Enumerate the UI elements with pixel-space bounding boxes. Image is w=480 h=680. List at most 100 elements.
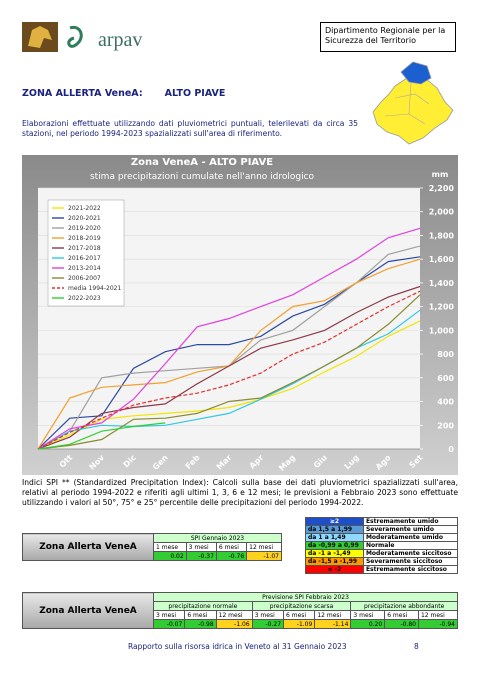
spi-note: Indici SPI ** (Standardized Precipitatio…: [22, 478, 458, 507]
legend-label: Severamente siccitoso: [362, 557, 459, 566]
legend-box: [47, 199, 125, 307]
series-line: [37, 422, 166, 450]
zone-heading: ZONA ALLERTA VeneA: ALTO PIAVE: [22, 88, 247, 99]
spi-value: -0.07: [152, 619, 186, 629]
chart: Zona VeneA - ALTO PIAVE stima precipitaz…: [22, 155, 458, 475]
intro: Elaborazioni effettuate utilizzando dati…: [22, 119, 358, 138]
legend-range: ≥2: [305, 517, 364, 526]
zone-label: ZONA ALLERTA VeneA:: [22, 88, 143, 99]
legend-label: media 1994-2021: [68, 285, 121, 292]
spi-value: -1.06: [215, 619, 253, 629]
logo-lion: [28, 26, 52, 48]
zone-cell: Zona Allerta VeneA: [22, 592, 154, 629]
col-header: 1 mese: [153, 542, 187, 552]
series-line: [37, 320, 421, 450]
spi-value: -0.37: [185, 551, 217, 561]
y-tick-label: 2,000: [429, 208, 455, 217]
group-name: precipitazione abbondante: [350, 601, 458, 611]
series-line: [37, 290, 421, 450]
legend-range: ≤ -2: [305, 565, 364, 574]
legend-range: da -1 a -1,49: [305, 549, 364, 558]
chart-subtitle: stima precipitazioni cumulate nell'anno …: [90, 172, 315, 182]
legend-label: 2020-2021: [68, 215, 101, 222]
y-tick-label: 800: [437, 350, 454, 359]
y-tick-label: 400: [437, 398, 454, 407]
spi-value: 0.02: [153, 551, 187, 561]
y-tick-label: 2,200: [429, 184, 455, 193]
legend-range: da -0,99 a 0,99: [305, 541, 364, 550]
spi-value: -0.94: [417, 619, 459, 629]
series-line: [37, 227, 421, 450]
legend-label: 2006-2007: [68, 275, 101, 282]
legend-range: da 1,5 a 1,99: [305, 525, 364, 534]
col-header: 6 mesi: [184, 610, 217, 620]
series-line: [37, 294, 421, 450]
spi-legend: ≥2 Estremamente umido da 1,5 a 1,99 Severa…: [305, 517, 459, 574]
y-tick-label: 200: [437, 421, 454, 430]
group-name: precipitazione normale: [153, 601, 253, 611]
table-title: SPI Gennaio 2023: [153, 533, 282, 543]
legend-label: Severamente umido: [362, 525, 459, 534]
legend-range: da -1,5 a -1,99: [305, 557, 364, 566]
group-name: precipitazione scarsa: [251, 601, 352, 611]
legend-label: Moderatamente umido: [362, 533, 459, 542]
spi-value: -0.98: [184, 619, 217, 629]
spi-table: Zona Allerta VeneA SPI Gennaio 2023 1 me…: [22, 533, 282, 561]
spi-value: 0.20: [350, 619, 386, 629]
legend-label: 2022-2023: [68, 295, 101, 302]
col-header: 12 mesi: [246, 542, 282, 552]
map-borders: [384, 81, 430, 125]
col-header: 3 mesi: [350, 610, 386, 620]
col-header: 3 mesi: [152, 610, 186, 620]
legend-label: 2016-2017: [68, 255, 101, 262]
legend-label: Moderatamente siccitoso: [362, 549, 459, 558]
zone-name: ALTO PIAVE: [164, 88, 226, 99]
col-header: 12 mesi: [314, 610, 352, 620]
y-tick-label: 1,800: [429, 231, 455, 240]
chart-title: Zona VeneA - ALTO PIAVE: [131, 157, 273, 168]
y-tick-label: 1,600: [429, 255, 455, 264]
map-region: [372, 75, 454, 145]
col-header: 6 mesi: [384, 610, 419, 620]
col-header: 3 mesi: [251, 610, 285, 620]
col-header: 12 mesi: [417, 610, 459, 620]
col-header: 6 mesi: [215, 542, 248, 552]
department: Dipartimento Regionale per la Sicurezza …: [320, 22, 456, 52]
logo: arpav: [22, 22, 142, 52]
map-zone: [400, 61, 432, 85]
col-header: 12 mesi: [215, 610, 253, 620]
col-header: 3 mesi: [185, 542, 217, 552]
y-tick-label: 600: [437, 374, 454, 383]
legend-label: 2021-2022: [68, 205, 101, 212]
spi-value: -1.14: [314, 619, 352, 629]
legend-label: Estremamente umido: [362, 517, 459, 526]
spi-value: -1.07: [246, 551, 282, 561]
legend-label: 2019-2020: [68, 225, 101, 232]
y-tick-label: 0: [448, 445, 454, 454]
col-header: 6 mesi: [283, 610, 316, 620]
table-title: Previsione SPI Febbraio 2023: [153, 592, 458, 602]
y-tick-label: 1,000: [429, 326, 455, 335]
spi-value: -0.27: [251, 619, 285, 629]
region-map: [372, 61, 454, 145]
y-tick-label: 1,200: [429, 303, 455, 312]
page-number: 8: [414, 642, 419, 651]
series-line: [37, 285, 421, 450]
legend-label: Estremamente siccitoso: [362, 565, 459, 574]
legend-label: 2013-2014: [68, 265, 101, 272]
spi-value: -0.80: [384, 619, 419, 629]
y-unit: mm: [432, 170, 449, 179]
legend-label: Normale: [362, 541, 459, 550]
logo-text: arpav: [98, 29, 142, 51]
footer-text: Rapporto sulla risorsa idrica in Veneto …: [128, 642, 347, 651]
spi-value: -0.76: [215, 551, 248, 561]
legend-range: da 1 a 1,49: [305, 533, 364, 542]
legend-label: 2017-2018: [68, 245, 101, 252]
logo-swirl: [67, 25, 83, 48]
spi-value: -1.09: [283, 619, 316, 629]
zone-cell: Zona Allerta VeneA: [22, 533, 154, 561]
y-tick-label: 1,400: [429, 279, 455, 288]
legend-label: 2018-2019: [68, 235, 101, 242]
